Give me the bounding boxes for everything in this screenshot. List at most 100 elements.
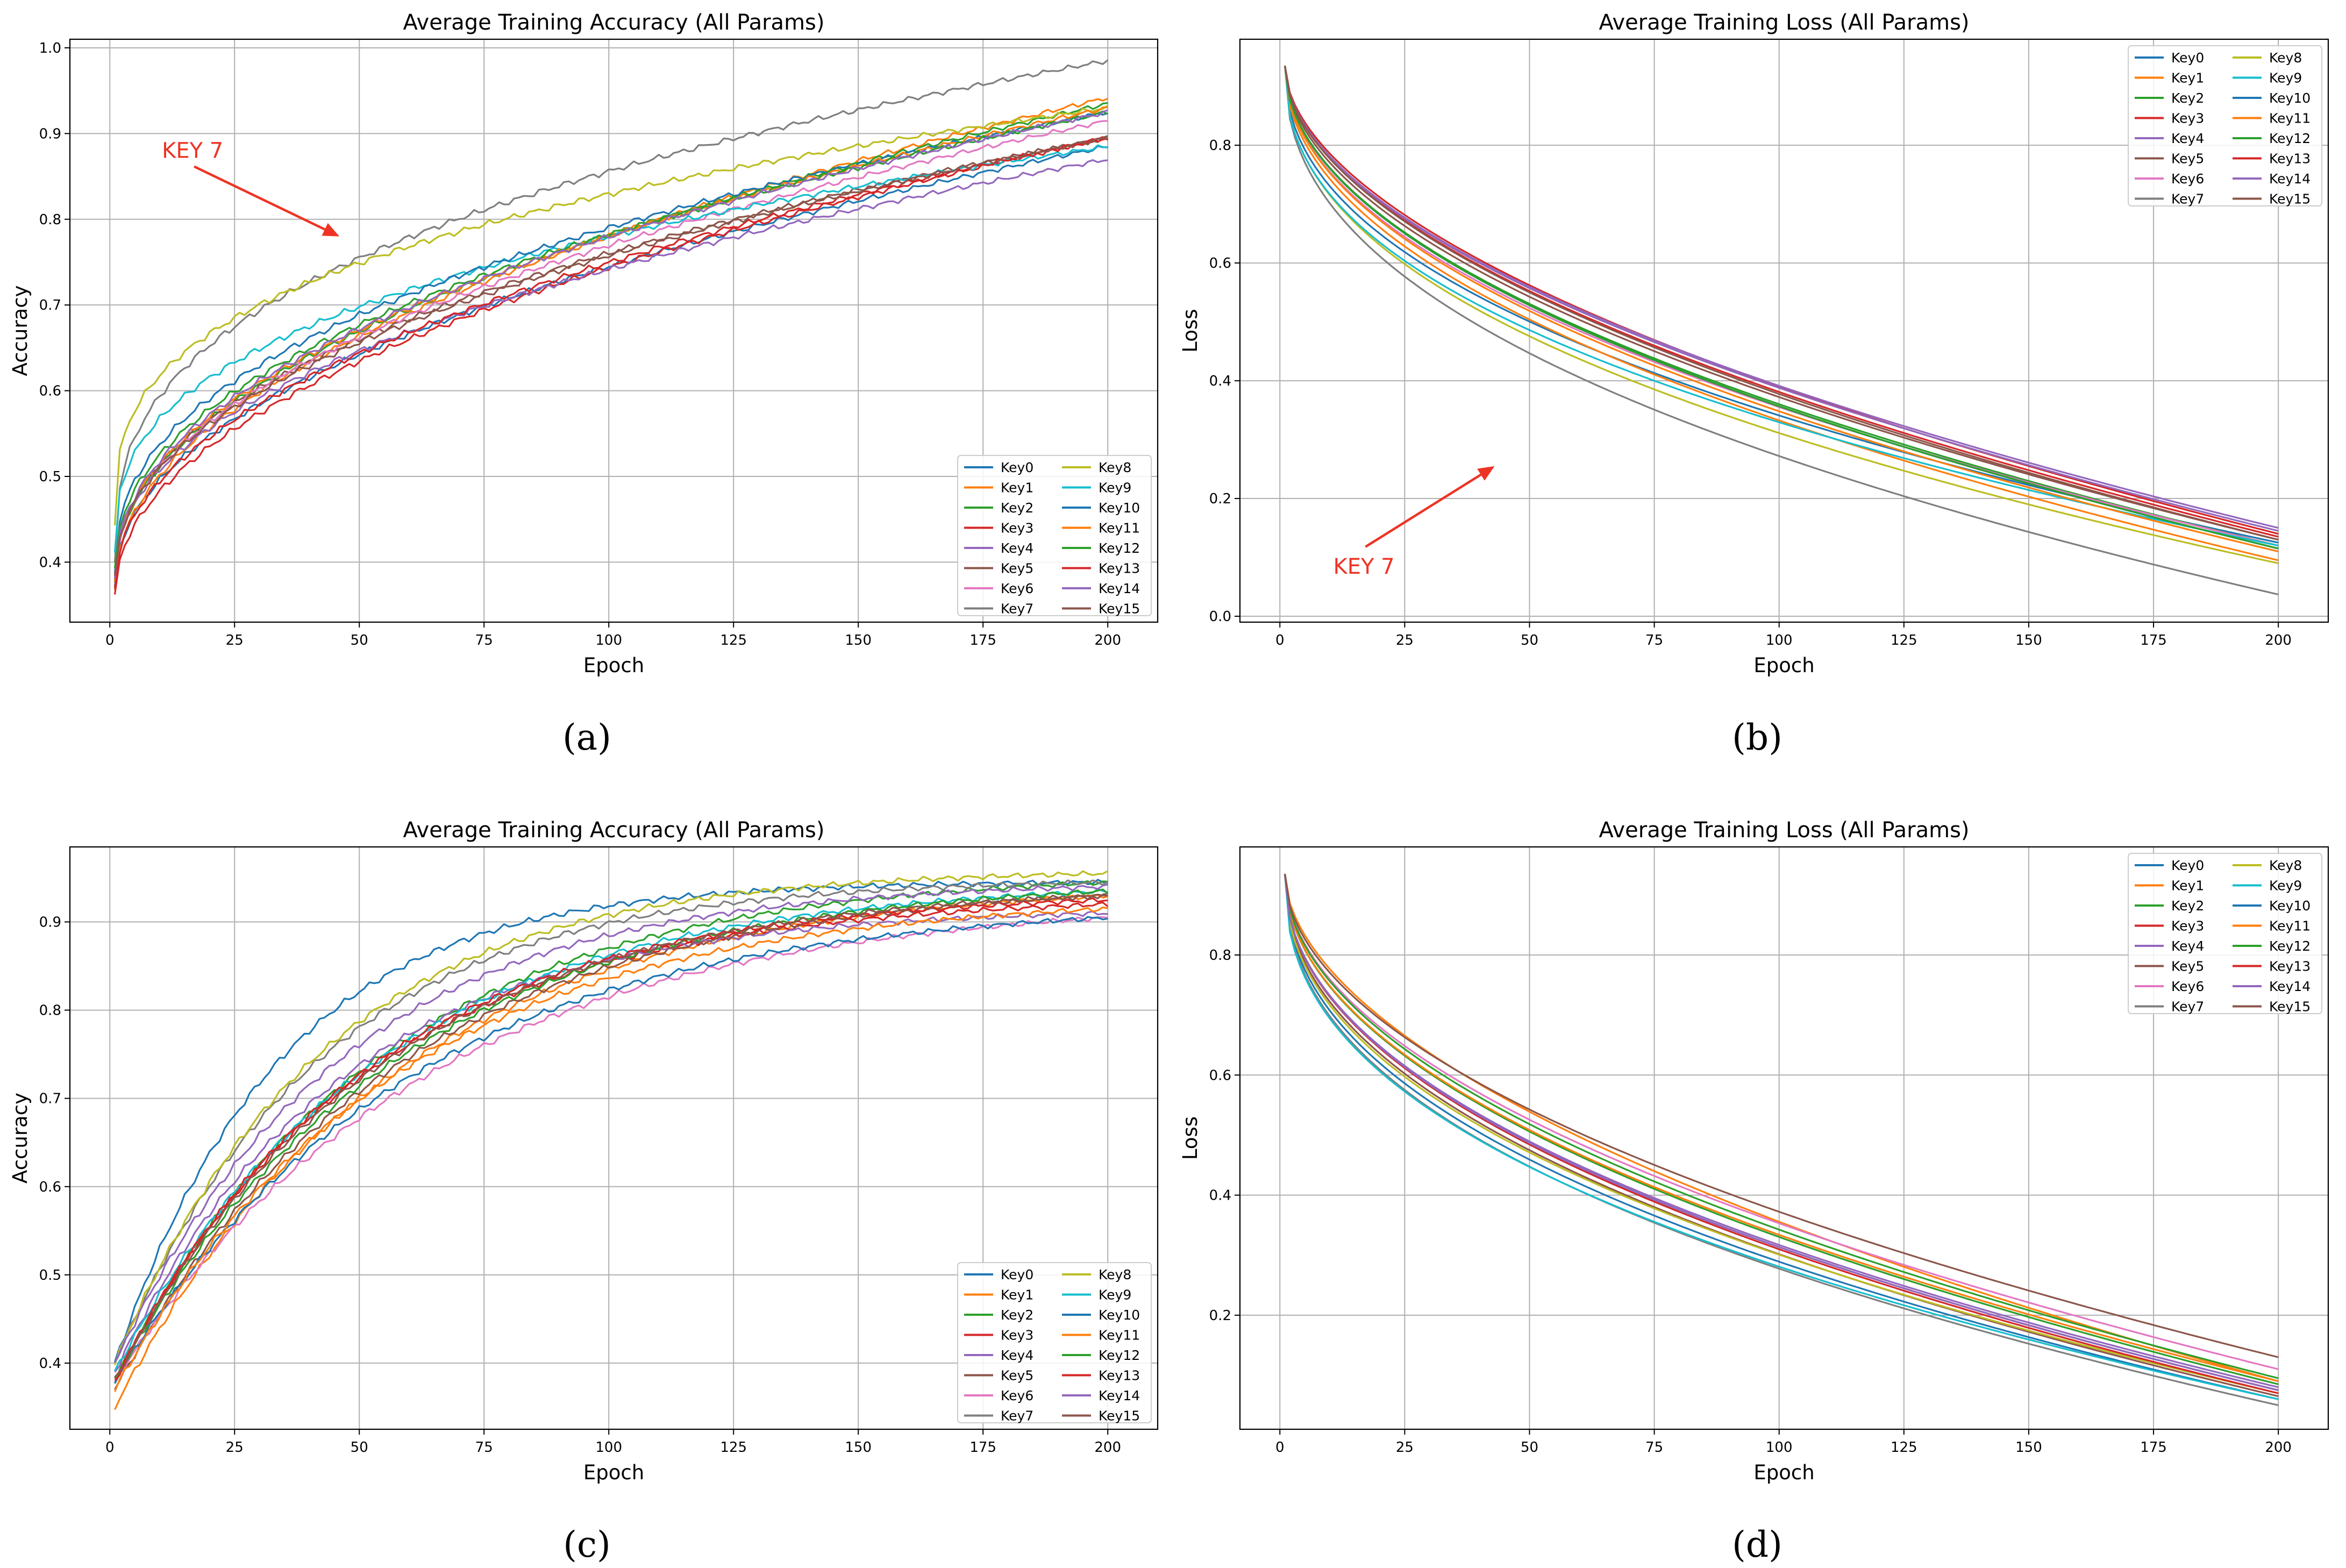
panel-c: 0 25 50 75 100 125 150 175 200 0.4 0.5 0.6 0.7 0.8 0.9…: [9, 818, 1159, 1565]
series-line-key13: [1284, 874, 2279, 1394]
x-tick-label: 150: [2015, 1439, 2042, 1456]
x-tick-label: 75: [475, 632, 493, 648]
legend-label: Key15: [1099, 601, 1140, 617]
series-line-key0: [1284, 874, 2279, 1400]
x-tick-label: 0: [105, 632, 115, 648]
y-tick-label: 0.9: [39, 914, 61, 930]
legend-label: Key15: [2269, 999, 2311, 1015]
legend-label: Key10: [2269, 90, 2311, 106]
annotation: KEY 7: [162, 139, 340, 237]
legend-label: Key9: [2269, 878, 2302, 894]
chart-title: Average Training Loss (All Params): [1599, 10, 1969, 35]
series-line-key2: [1284, 873, 2279, 1385]
y-tick-label: 0.5: [39, 1267, 61, 1284]
x-tick-label: 175: [969, 632, 996, 648]
plot-frame: [1239, 846, 2329, 1430]
annotation-text: KEY 7: [162, 139, 223, 163]
series-line-key8: [1284, 874, 2279, 1394]
series-line-key14: [1284, 874, 2279, 1391]
series-line-key10: [114, 916, 1108, 1384]
y-tick-label: 0.8: [39, 212, 61, 228]
series-line-key0: [113, 879, 1108, 1363]
series-line-key5: [114, 893, 1108, 1390]
x-tick-label: 175: [2140, 1439, 2167, 1456]
series-line-key15: [114, 894, 1108, 1378]
y-axis-label: Accuracy: [9, 1093, 32, 1184]
legend-label: Key0: [2171, 858, 2204, 873]
series-line-key5: [1284, 66, 2279, 541]
legend-label: Key4: [1001, 1348, 1033, 1363]
x-tick-label: 50: [1521, 632, 1538, 648]
legend-label: Key4: [2171, 938, 2204, 954]
legend-box: [957, 455, 1152, 616]
series-line-key14: [113, 109, 1108, 579]
x-tick-label: 75: [1645, 1439, 1663, 1456]
x-tick-label: 150: [845, 1439, 872, 1456]
x-tick-label: 100: [595, 1439, 622, 1456]
x-tick-label: 100: [1766, 632, 1793, 648]
annotation-arrowhead: [322, 223, 340, 237]
y-axis-label: Loss: [1179, 309, 1202, 352]
plot-frame: [69, 846, 1159, 1430]
legend-label: Key14: [1099, 581, 1140, 596]
x-tick-label: 100: [595, 632, 622, 648]
annotation-text: KEY 7: [1334, 554, 1395, 579]
series-lines: [1284, 873, 2279, 1406]
panel-caption: (d): [1732, 1524, 1782, 1565]
legend-label: Key1: [2171, 878, 2204, 894]
series-line-key4: [1284, 874, 2279, 1388]
y-axis-label: Accuracy: [9, 286, 32, 376]
legend-label: Key11: [2269, 918, 2311, 934]
legend-label: Key2: [2171, 898, 2204, 914]
panel-a: 0 25 50 75 100 125 150 175 200 0.4 0.5 0.6 0.7 0.8 0.9…: [9, 10, 1159, 758]
legend-label: Key8: [2269, 858, 2302, 873]
legend-label: Key4: [2171, 131, 2204, 146]
series-line-key6: [113, 120, 1108, 576]
x-axis-label: Epoch: [1753, 654, 1814, 677]
x-tick-label: 0: [105, 1439, 115, 1456]
series-line-key15: [1284, 66, 2279, 541]
y-tick-label: 0.8: [39, 1003, 61, 1019]
series-line-key8: [113, 104, 1109, 526]
series-line-key8: [1284, 66, 2279, 565]
plot-frame: [1239, 38, 2329, 623]
legend-label: Key7: [2171, 191, 2204, 207]
x-tick-label: 25: [1396, 632, 1414, 648]
legend-box: [2128, 45, 2322, 206]
x-tick-label: 75: [475, 1439, 493, 1456]
legend-label: Key15: [1099, 1408, 1140, 1424]
x-tick-label: 200: [2265, 632, 2292, 648]
legend-label: Key11: [1099, 521, 1140, 536]
legend-label: Key8: [1099, 460, 1131, 475]
x-tick-label: 50: [1521, 1439, 1538, 1456]
legend-label: Key11: [1099, 1328, 1140, 1343]
legend-label: Key7: [1001, 601, 1033, 617]
x-tick-label: 25: [1396, 1439, 1414, 1456]
legend-label: Key10: [1099, 500, 1140, 516]
legend-label: Key3: [1001, 1328, 1033, 1343]
series-line-key2: [1284, 66, 2279, 547]
annotation-arrow: [1365, 473, 1482, 548]
y-tick-label: 0.5: [39, 469, 61, 485]
legend-label: Key6: [1001, 581, 1033, 596]
chart-title: Average Training Accuracy (All Params): [403, 818, 825, 843]
legend-box: [957, 1262, 1152, 1423]
series-line-key15: [1284, 873, 2279, 1358]
series-line-key12: [113, 110, 1109, 568]
y-tick-label: 0.7: [39, 1091, 61, 1107]
series-line-key11: [114, 906, 1108, 1392]
legend-label: Key1: [1001, 480, 1033, 496]
series-lines: [113, 870, 1109, 1410]
legend-label: Key7: [2171, 999, 2204, 1015]
x-tick-label: 0: [1275, 1439, 1285, 1456]
x-axis-label: Epoch: [583, 1461, 644, 1484]
x-tick-label: 75: [1645, 632, 1663, 648]
x-axis-label: Epoch: [1753, 1461, 1814, 1484]
y-tick-label: 0.0: [1209, 609, 1231, 625]
x-tick-label: 100: [1766, 1439, 1793, 1456]
legend-label: Key3: [1001, 521, 1033, 536]
x-tick-label: 25: [226, 632, 244, 648]
x-tick-label: 200: [1094, 632, 1121, 648]
legend-label: Key6: [2171, 171, 2204, 187]
